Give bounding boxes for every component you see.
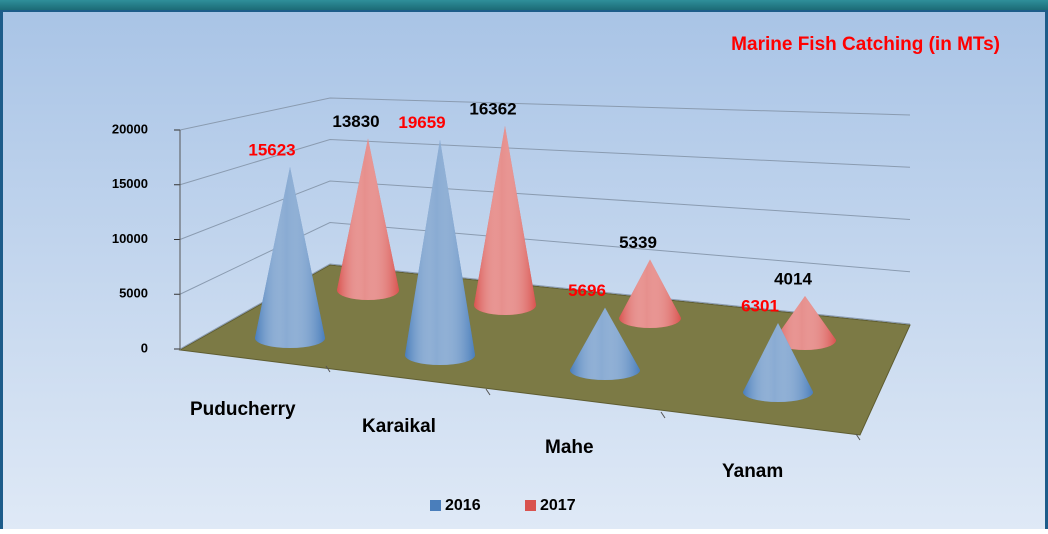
grid-line xyxy=(179,221,911,295)
cone-shade xyxy=(619,259,681,328)
chart-title: Marine Fish Catching (in MTs) xyxy=(731,34,1000,55)
y-tick-label: 5000 xyxy=(119,286,148,301)
cone-shade xyxy=(743,323,813,402)
cone xyxy=(337,138,399,300)
x-tick-label: Puducherry xyxy=(190,399,296,420)
cone-shade xyxy=(337,138,399,300)
legend-swatch xyxy=(430,500,441,511)
x-tick-label: Karaikal xyxy=(362,416,436,437)
y-tick-label: 20000 xyxy=(112,121,148,136)
x-tick-label: Yanam xyxy=(722,461,783,482)
cone xyxy=(255,166,325,348)
data-label: 13830 xyxy=(332,112,379,131)
cone-shade xyxy=(255,166,325,348)
x-tick xyxy=(660,411,666,419)
cone-shade xyxy=(474,125,536,315)
cone xyxy=(405,139,475,365)
cone-shade xyxy=(570,307,640,380)
data-label: 5696 xyxy=(568,281,606,300)
legend-swatch xyxy=(525,500,536,511)
data-label: 5339 xyxy=(619,233,657,252)
x-tick xyxy=(325,365,331,373)
y-tick-label: 10000 xyxy=(112,231,148,246)
grid-line xyxy=(179,97,911,131)
grid-line xyxy=(179,180,911,240)
grid-line xyxy=(179,138,911,186)
y-tick-label: 0 xyxy=(141,340,148,355)
cone xyxy=(743,323,813,402)
x-tick xyxy=(855,433,861,441)
data-label: 19659 xyxy=(398,113,445,132)
cone xyxy=(619,259,681,328)
data-label: 16362 xyxy=(469,99,516,118)
cone-shade xyxy=(405,139,475,365)
grid-line xyxy=(179,263,911,350)
x-tick xyxy=(485,388,491,396)
cone xyxy=(474,125,536,315)
legend-label: 2016 xyxy=(445,497,481,514)
data-label: 4014 xyxy=(774,270,812,289)
legend-label: 2017 xyxy=(540,497,576,514)
x-tick-label: Mahe xyxy=(545,437,594,458)
data-label: 6301 xyxy=(741,296,779,315)
top-strip xyxy=(0,0,1048,10)
cone xyxy=(570,307,640,380)
data-label: 15623 xyxy=(248,140,295,159)
y-tick-label: 15000 xyxy=(112,176,148,191)
cone xyxy=(774,296,836,350)
cone-shade xyxy=(774,296,836,350)
